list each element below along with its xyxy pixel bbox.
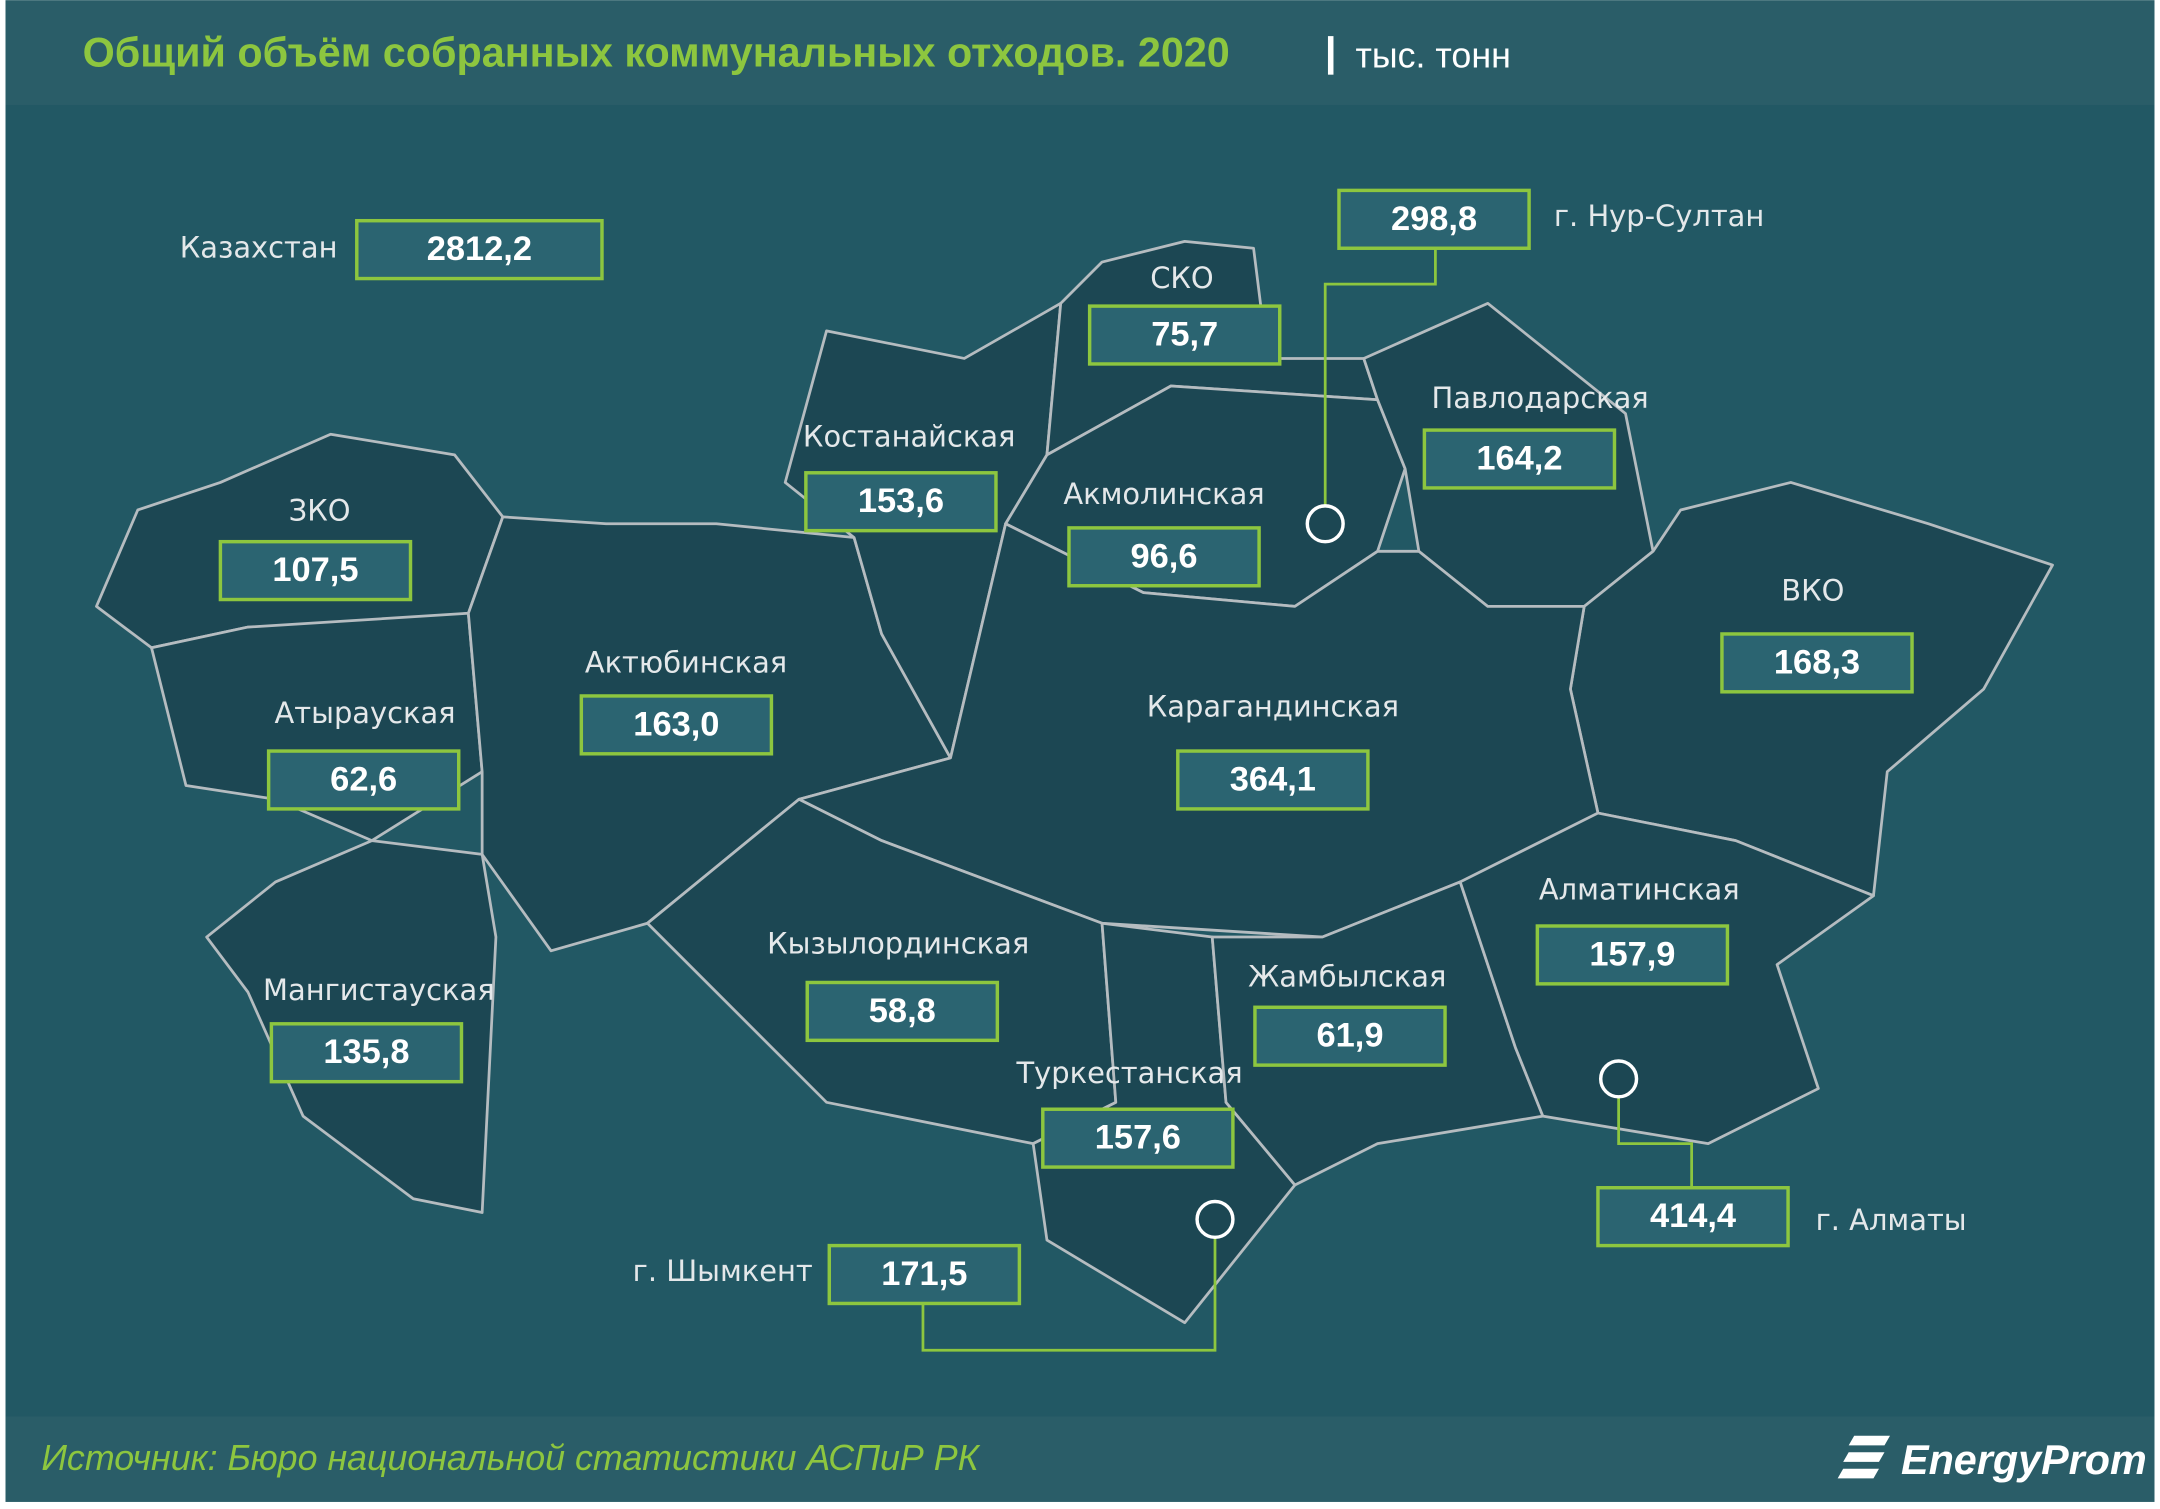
city-marker: [1305, 504, 1345, 544]
region-value: 153,6: [858, 482, 944, 520]
region-value: 157,6: [1095, 1119, 1181, 1157]
title: Общий объём собранных коммунальных отход…: [83, 29, 1230, 75]
footer-band: [5, 1416, 2155, 1502]
city-box: [1337, 188, 1531, 250]
region-name: СКО: [1150, 261, 1213, 295]
region-value: 135,8: [323, 1033, 409, 1071]
region-name: ВКО: [1781, 574, 1844, 608]
leader-line: [1617, 1096, 1694, 1188]
region-value: 168,3: [1774, 643, 1860, 681]
unit: тыс. тонн: [1356, 36, 1511, 76]
region-value: 164,2: [1476, 439, 1562, 477]
region-box: [804, 471, 998, 533]
region-box: [1720, 632, 1914, 694]
city-marker: [1598, 1059, 1639, 1099]
region-value: 61,9: [1317, 1017, 1384, 1055]
logo-mark: [1837, 1435, 1890, 1479]
region-value: 157,9: [1589, 935, 1675, 973]
region-box: [1067, 526, 1261, 588]
region-name: Карагандинская: [1147, 689, 1399, 723]
leader-line: [1323, 248, 1437, 506]
region-box: [218, 539, 413, 602]
region-name: Жамбылская: [1248, 959, 1446, 993]
region-box: [805, 980, 1000, 1043]
leader-line: [921, 1237, 1217, 1352]
region-value: 364,1: [1230, 760, 1316, 798]
region-box: [1253, 1005, 1447, 1067]
region-box: [579, 694, 774, 756]
region-value: 163,0: [633, 705, 719, 743]
total-value: 2812,2: [427, 230, 532, 268]
city-value: 171,5: [881, 1255, 967, 1293]
region-box: [269, 1022, 464, 1084]
region-box: [266, 749, 461, 811]
region-box: [1087, 304, 1282, 366]
city-value: 298,8: [1391, 200, 1477, 238]
region-name: Павлодарская: [1432, 381, 1649, 415]
region-name: Костанайская: [803, 419, 1016, 453]
city-value: 414,4: [1650, 1197, 1736, 1235]
logo: EnergyProm: [1901, 1437, 2147, 1483]
region-name: Кызылординская: [767, 926, 1029, 960]
region-name: Мангистауская: [263, 973, 495, 1007]
region-value: 62,6: [330, 760, 397, 798]
region-name: Атырауская: [275, 696, 456, 730]
header-band: [5, 0, 2155, 105]
region-name: Алматинская: [1539, 873, 1740, 907]
region-value: 58,8: [869, 992, 936, 1030]
region-name: Актюбинская: [585, 645, 787, 679]
region-box: [1535, 924, 1730, 986]
city-name: г. Шымкент: [633, 1254, 813, 1288]
region-box: [1422, 428, 1617, 490]
city-name: г. Нур-Султан: [1554, 199, 1764, 233]
region-name: Туркестанская: [1016, 1056, 1243, 1090]
region-box: [1041, 1107, 1235, 1169]
region-name: Акмолинская: [1063, 477, 1264, 511]
total-label: Казахстан: [180, 231, 338, 265]
region-value: 75,7: [1151, 316, 1218, 354]
logo-icon: [1837, 1435, 1890, 1479]
region-value: 96,6: [1131, 537, 1198, 575]
region-value: 107,5: [272, 551, 358, 589]
region-box: [1176, 749, 1370, 811]
city-name: г. Алматы: [1816, 1203, 1967, 1237]
city-box: [827, 1243, 1022, 1306]
total-box: [355, 218, 604, 281]
city-box: [1596, 1186, 1790, 1248]
region-name: ЗКО: [289, 494, 351, 528]
source: Источник: Бюро национальной статистики А…: [41, 1438, 980, 1478]
title-separator: [1327, 36, 1334, 75]
city-marker: [1195, 1199, 1235, 1240]
